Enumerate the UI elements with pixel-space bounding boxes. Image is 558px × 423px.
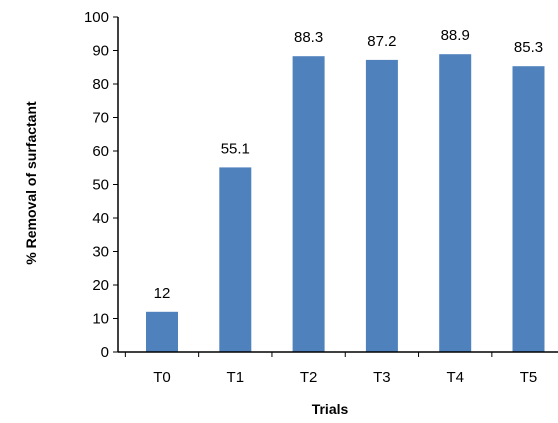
data-label-t5: 85.3 (514, 39, 543, 56)
bar-t5 (512, 66, 545, 352)
y-ticks-layer: 0 10 20 30 40 50 60 70 80 90 100 (84, 9, 118, 361)
x-tick-label-t2: T2 (300, 369, 318, 386)
x-tick-label-t0: T0 (153, 369, 171, 386)
y-tick-label: 60 (92, 143, 109, 160)
bar-t2 (292, 56, 325, 352)
y-tick-label: 90 (92, 43, 109, 60)
y-tick-label: 70 (92, 110, 109, 127)
data-label-t1: 55.1 (221, 140, 250, 157)
data-label-t0: 12 (154, 285, 171, 302)
data-label-t2: 88.3 (294, 29, 323, 46)
y-tick-label: 10 (92, 311, 109, 328)
bar-t4 (439, 54, 472, 352)
y-tick-label: 50 (92, 177, 109, 194)
bar-t3 (365, 59, 398, 353)
x-tick-label-t4: T4 (446, 369, 464, 386)
x-ticks-layer: T0 T1 T2 T3 T4 T5 (124, 352, 538, 386)
bar-t1 (219, 167, 252, 352)
data-labels-layer: 12 55.1 88.3 87.2 88.9 85.3 (154, 27, 543, 302)
data-label-t4: 88.9 (441, 27, 470, 44)
y-tick-label: 30 (92, 244, 109, 261)
y-axis-title: % Removal of surfactant (23, 101, 39, 265)
y-tick-label: 0 (101, 344, 109, 361)
x-axis-title: Trials (312, 401, 349, 417)
x-tick-label-t3: T3 (373, 369, 391, 386)
data-label-t3: 87.2 (367, 33, 396, 50)
bar-t0 (146, 311, 178, 352)
y-tick-label: 80 (92, 76, 109, 93)
y-tick-label: 20 (92, 277, 109, 294)
x-tick-label-t1: T1 (227, 369, 245, 386)
bars-layer (146, 54, 545, 353)
y-tick-label: 100 (84, 9, 109, 26)
axes-layer (117, 17, 558, 353)
y-tick-label: 40 (92, 210, 109, 227)
x-tick-label-t5: T5 (520, 369, 538, 386)
